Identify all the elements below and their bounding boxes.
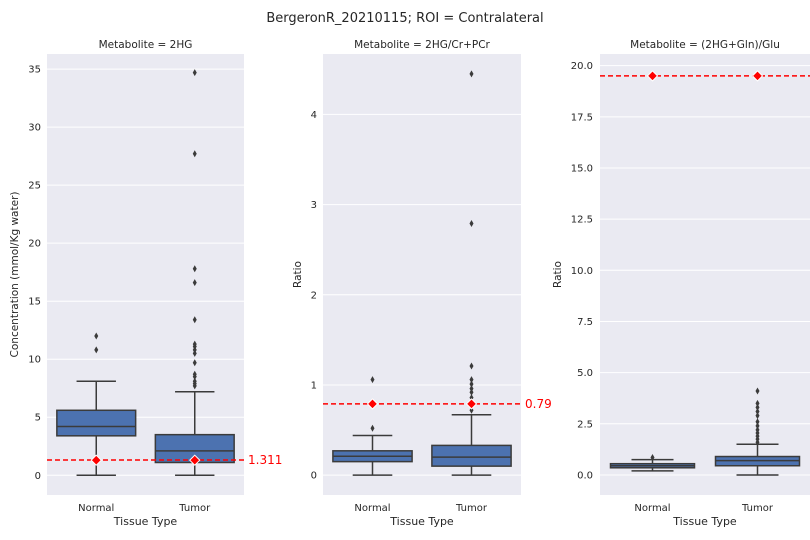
box-iqr xyxy=(56,409,137,437)
outlier-point xyxy=(755,408,760,416)
mean-marker xyxy=(646,70,659,82)
outlier-point xyxy=(469,380,474,388)
outlier-point xyxy=(469,376,474,384)
y-tick-label: 20.0 xyxy=(571,61,593,72)
y-tick-label: 15.0 xyxy=(571,163,593,174)
outlier-point xyxy=(469,388,474,396)
box-normal xyxy=(609,454,696,472)
y-tick-label: 7.5 xyxy=(577,317,593,328)
y-tick-label: 1 xyxy=(311,380,317,391)
x-tick-label: Tumor xyxy=(178,503,211,514)
y-tick-label: 4 xyxy=(311,110,317,121)
panel-title: Metabolite = 2HG xyxy=(99,39,193,51)
outlier-point xyxy=(192,377,197,385)
y-tick-label: 0 xyxy=(311,471,317,482)
outlier-point xyxy=(469,385,474,393)
outlier-point xyxy=(755,399,760,407)
y-tick-label: 10 xyxy=(28,355,41,366)
outlier-point xyxy=(192,359,197,367)
plot-area xyxy=(600,70,810,476)
outlier-point xyxy=(755,412,760,420)
x-tick-label: Tumor xyxy=(741,503,774,514)
y-tick-label: 10.0 xyxy=(571,266,593,277)
outlier-point xyxy=(94,332,99,340)
plot-area xyxy=(47,69,244,477)
outlier-point xyxy=(192,370,197,378)
plot-background xyxy=(600,54,810,495)
y-axis-label: Concentration (mmol/Kg water) xyxy=(9,192,21,358)
x-axis-label: Tissue Type xyxy=(672,515,737,528)
chart-panel-1: 0 5 10 15 20 25 30 35 Metabolite = 2HG Tissue Typ… xyxy=(9,39,282,528)
outlier-point xyxy=(370,376,375,384)
mean-marker xyxy=(366,398,379,410)
panel-title: Metabolite = 2HG/Cr+PCr xyxy=(354,39,490,51)
box-tumor xyxy=(431,70,512,476)
outlier-point xyxy=(755,387,760,395)
y-tick-label: 17.5 xyxy=(571,112,593,123)
mean-marker xyxy=(189,454,201,466)
mean-marker xyxy=(465,398,478,410)
reference-line-label: 1.311 xyxy=(248,453,282,467)
outlier-point xyxy=(192,265,197,273)
box-normal xyxy=(332,376,413,476)
y-tick-label: 2 xyxy=(311,290,317,301)
mean-marker xyxy=(90,454,102,466)
outlier-point xyxy=(650,454,655,462)
y-tick-label: 25 xyxy=(28,181,41,192)
x-tick-label: Normal xyxy=(78,503,114,514)
plot-area xyxy=(323,70,521,476)
outlier-point xyxy=(755,418,760,426)
y-axis-label: Ratio xyxy=(552,261,564,288)
figure-title: BergeronR_20210115; ROI = Contralateral xyxy=(266,11,543,26)
box-iqr xyxy=(431,444,512,467)
x-tick-label: Normal xyxy=(354,503,390,514)
y-tick-label: 20 xyxy=(28,239,41,250)
y-tick-label: 35 xyxy=(28,65,41,76)
y-tick-label: 30 xyxy=(28,123,41,134)
chart-panel-3: 0.0 2.5 5.0 7.5 10.0 12.5 15.0 17.5 20.0 Metaboli… xyxy=(552,39,810,528)
y-tick-label: 15 xyxy=(28,297,41,308)
x-tick-label: Normal xyxy=(634,503,670,514)
outlier-point xyxy=(469,220,474,228)
y-tick-label: 3 xyxy=(311,200,317,211)
y-tick-label: 12.5 xyxy=(571,215,593,226)
outlier-point xyxy=(755,422,760,430)
y-tick-label: 0 xyxy=(35,471,41,482)
mean-marker xyxy=(751,70,764,82)
x-axis-label: Tissue Type xyxy=(389,515,454,528)
y-tick-label: 2.5 xyxy=(577,419,593,430)
outlier-point xyxy=(192,69,197,77)
outlier-point xyxy=(370,424,375,432)
box-tumor xyxy=(714,387,801,476)
outlier-point xyxy=(192,316,197,324)
outlier-point xyxy=(755,426,760,434)
outlier-point xyxy=(755,403,760,411)
panel-title: Metabolite = (2HG+Gln)/Glu xyxy=(630,39,780,51)
x-tick-label: Tumor xyxy=(455,503,488,514)
outlier-point xyxy=(94,346,99,354)
outlier-point xyxy=(469,70,474,78)
x-axis-label: Tissue Type xyxy=(113,515,178,528)
outlier-point xyxy=(469,362,474,370)
reference-line-label: 0.79 xyxy=(525,397,552,411)
y-tick-label: 5.0 xyxy=(577,368,593,379)
y-tick-label: 0.0 xyxy=(577,470,593,481)
plot-background xyxy=(323,54,521,495)
outlier-point xyxy=(192,279,197,287)
chart-panel-2: 0 1 2 3 4 Metabolite = 2HG/Cr+PCr Tissue Type R… xyxy=(292,39,552,528)
outlier-point xyxy=(192,340,197,348)
y-axis-label: Ratio xyxy=(292,261,304,288)
y-tick-label: 5 xyxy=(35,413,41,424)
outlier-point xyxy=(192,150,197,158)
